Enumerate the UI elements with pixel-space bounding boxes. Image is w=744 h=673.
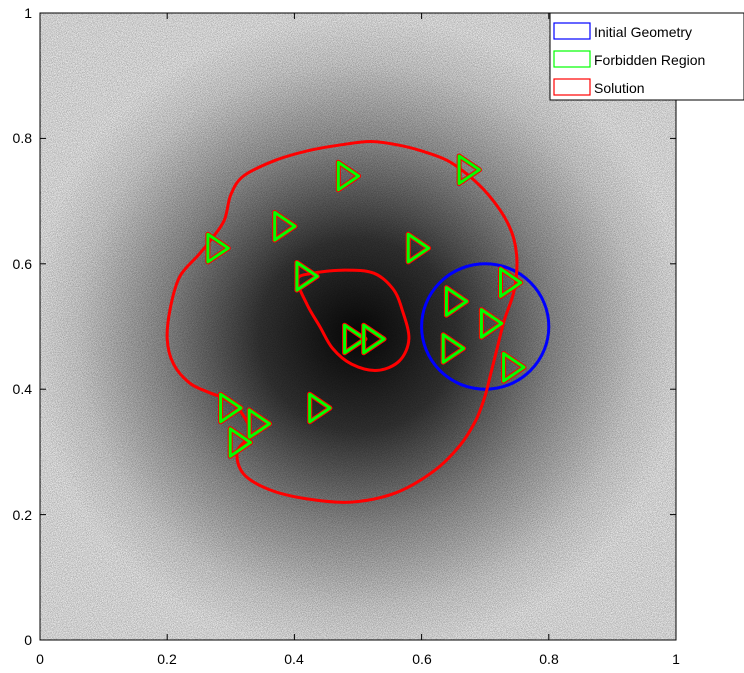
legend-swatch-solution — [553, 78, 591, 96]
forbidden-region-layer — [205, 153, 527, 459]
forbidden-region-triangle — [499, 267, 523, 298]
forbidden-region-triangle — [228, 427, 252, 458]
forbidden-region-triangle — [343, 323, 367, 355]
x-tick-label: 1 — [672, 651, 680, 667]
forbidden-region-triangle — [479, 308, 504, 339]
forbidden-region-triangle — [457, 154, 481, 185]
forbidden-region-triangle — [273, 210, 297, 242]
legend-label-initial: Initial Geometry — [594, 24, 692, 40]
y-tick-label: 1 — [24, 5, 32, 21]
y-tick-label: 0.6 — [13, 256, 33, 272]
y-tick-label: 0.8 — [13, 130, 33, 146]
initial-geometry-circle — [420, 262, 551, 391]
forbidden-region-triangle — [441, 333, 466, 364]
forbidden-region-triangle — [406, 232, 431, 264]
y-tick-labels: 0 0.2 0.4 0.6 0.8 1 — [13, 5, 33, 648]
forbidden-region-triangle — [336, 160, 361, 192]
x-tick-label: 0.4 — [284, 651, 304, 667]
legend-swatch-forbidden — [553, 50, 591, 68]
plot-frame — [39, 12, 677, 641]
y-tick-label: 0 — [24, 632, 32, 648]
forbidden-region-triangle — [247, 408, 272, 439]
solution-inner-contour — [296, 268, 411, 372]
x-tick-label: 0.8 — [539, 651, 559, 667]
forbidden-region-triangle — [206, 232, 230, 264]
legend-swatch-initial — [553, 22, 591, 40]
x-tick-label: 0.2 — [157, 651, 177, 667]
forbidden-region-triangle — [219, 392, 243, 424]
forbidden-region-triangle — [502, 352, 526, 383]
plot-background — [40, 13, 676, 640]
y-tick-label: 0.2 — [13, 507, 33, 523]
legend-label-solution: Solution — [594, 80, 645, 96]
x-tick-label: 0.6 — [412, 651, 432, 667]
forbidden-region-triangle — [444, 286, 469, 317]
solution-layer — [165, 140, 519, 504]
legend-label-forbidden: Forbidden Region — [594, 52, 705, 68]
legend-box — [549, 12, 744, 101]
x-tick-label: 0 — [36, 651, 44, 667]
legend: Initial Geometry Forbidden Region Soluti… — [549, 12, 744, 101]
forbidden-region-triangle — [295, 261, 319, 292]
forbidden-region-triangle — [308, 392, 332, 424]
x-tick-labels: 0 0.2 0.4 0.6 0.8 1 — [36, 651, 680, 667]
solution-outer-contour — [165, 140, 519, 504]
y-tick-label: 0.4 — [13, 381, 33, 397]
initial-geometry-layer — [420, 262, 551, 391]
forbidden-region-triangle — [362, 323, 386, 355]
